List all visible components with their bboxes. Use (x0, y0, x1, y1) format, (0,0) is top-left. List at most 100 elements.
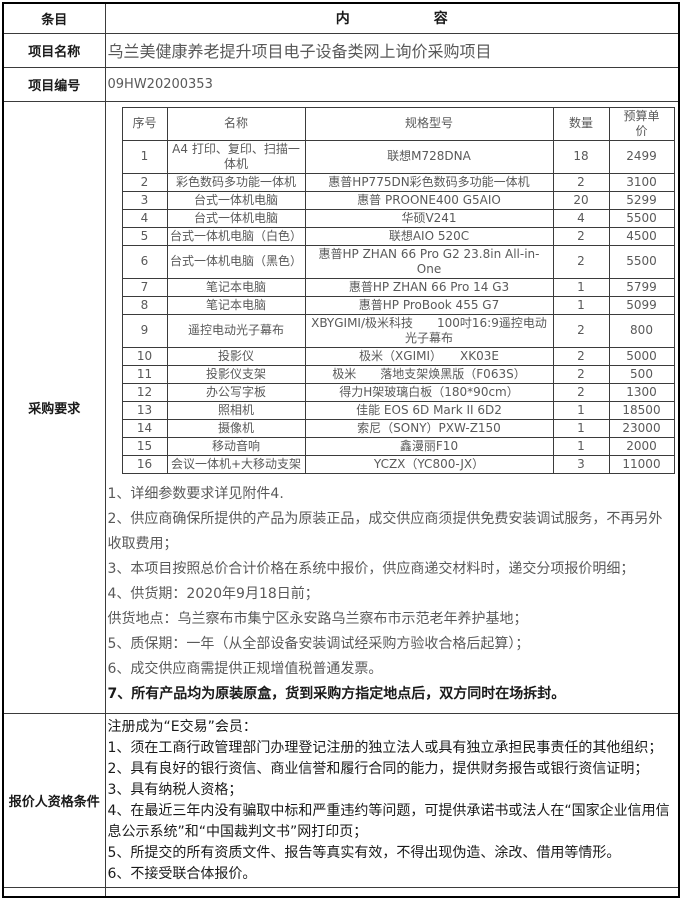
equipment-cell: 5000 (608, 346, 675, 366)
equipment-cell: 9 (121, 313, 168, 348)
equipment-cell: 1 (552, 400, 610, 420)
equipment-cell: 办公写字板 (166, 382, 306, 402)
equipment-row: 14 摄像机 索尼（SONY）PXW-Z150 1 23000 (121, 418, 675, 438)
project-code-row: 项目编号 09HW20200353 (2, 66, 680, 102)
procurement-note: 5、质保期：一年（从全部设备安装调试经采购方验收合格后起算）； (107, 635, 530, 652)
procurement-note: 7、所有产品均为原装原盒，货到采购方指定地点后，双方同时在场拆封。 (107, 685, 566, 702)
procurement-note: 6、成交供应商需提供正规增值税普通发票。 (107, 660, 383, 677)
qualification-lines: 注册成为“E交易”会员： 1、须在工商行政管理部门办理登记注册的独立法人或具有独立… (106, 714, 679, 887)
partial-bottom-row (2, 886, 680, 898)
equipment-cell: 4 (552, 208, 610, 228)
col-header-name: 名称 (166, 106, 306, 141)
equipment-row: 3 台式一体机电脑 惠普 PROONE400 G5AIO 20 5299 (121, 190, 675, 210)
equipment-cell: 11000 (608, 454, 675, 474)
qualification-line: 注册成为“E交易”会员： (107, 718, 257, 735)
equipment-cell: 得力H架玻璃白板（180*90cm） (304, 382, 554, 402)
col-header-index: 序号 (121, 106, 168, 141)
project-name-value: 乌兰美健康养老提升项目电子设备类网上询价采购项目 (104, 32, 680, 68)
col-header-price: 预算单价 (608, 106, 675, 141)
equipment-cell: 投影仪 (166, 346, 306, 366)
equipment-cell: 23000 (608, 418, 675, 438)
equipment-row: 6 台式一体机电脑（黑色） 惠普HP ZHAN 66 Pro G2 23.8in A… (121, 244, 675, 279)
equipment-cell: 3100 (608, 172, 675, 192)
equipment-cell: 移动音响 (166, 436, 306, 456)
info-table: 条目 内 容 项目名称 乌兰美健康养老提升项目电子设备类网上询价采购项目 项目编… (2, 2, 680, 898)
equipment-cell: 5500 (608, 244, 675, 279)
header-label-cell: 条目 (2, 2, 106, 34)
equipment-cell: 14 (121, 418, 168, 438)
procurement-note: 4、供货期：2020年9月18日前； (107, 585, 319, 602)
procurement-notes: 1、详细参数要求详见附件4. 2、供应商确保所提供的产品为原装正品，成交供应商须提… (106, 478, 679, 713)
equipment-cell: 联想AIO 520C (304, 226, 554, 246)
header-content-cell: 内 容 (104, 2, 680, 34)
equipment-cell: 彩色数码多功能一体机 (166, 172, 306, 192)
equipment-row: 10 投影仪 极米（XGIMI） XK03E 2 5000 (121, 346, 675, 366)
equipment-row: 11 投影仪支架 极米 落地支架焕黑版（F063S） 2 500 (121, 364, 675, 384)
equipment-cell: 惠普HP775DN彩色数码多功能一体机 (304, 172, 554, 192)
equipment-cell: 16 (121, 454, 168, 474)
project-name-row: 项目名称 乌兰美健康养老提升项目电子设备类网上询价采购项目 (2, 32, 680, 68)
equipment-table: 序号 名称 规格型号 数量 预算单价 1 A4 打印、复印、扫描一体机 联想M728… (121, 106, 675, 474)
equipment-cell: 1 (552, 436, 610, 456)
equipment-cell: 2 (552, 226, 610, 246)
procurement-content: 序号 名称 规格型号 数量 预算单价 1 A4 打印、复印、扫描一体机 联想M728… (104, 100, 680, 714)
equipment-cell: 照相机 (166, 400, 306, 420)
procurement-note: 2、供应商确保所提供的产品为原装正品，成交供应商须提供免费安装调试服务，不再另外… (107, 510, 663, 552)
equipment-cell: 500 (608, 364, 675, 384)
procurement-requirements-row: 采购要求 序号 名称 规格型号 数量 预算单价 (2, 100, 680, 714)
equipment-row: 8 笔记本电脑 惠普HP ProBook 455 G7 1 5099 (121, 295, 675, 315)
equipment-cell: 2 (552, 364, 610, 384)
qualification-line: 5、所提交的所有资质文件、报告等真实有效，不得出现伪造、涂改、借用等情形。 (107, 844, 621, 861)
equipment-cell: 10 (121, 346, 168, 366)
equipment-cell: 1 (552, 295, 610, 315)
equipment-cell: 极米（XGIMI） XK03E (304, 346, 554, 366)
col-header-price-text: 预算单价 (623, 108, 660, 138)
equipment-row: 4 台式一体机电脑 华硕V241 4 5500 (121, 208, 675, 228)
qualification-line: 6、不接受联合体报价。 (107, 865, 257, 882)
project-code-value: 09HW20200353 (104, 66, 680, 102)
equipment-cell: 12 (121, 382, 168, 402)
qualification-row: 报价人资格条件 注册成为“E交易”会员： 1、须在工商行政管理部门办理登记注册的独… (2, 712, 680, 888)
equipment-row: 15 移动音响 鑫漫丽F10 1 2000 (121, 436, 675, 456)
equipment-cell: 极米 落地支架焕黑版（F063S） (304, 364, 554, 384)
equipment-cell: 索尼（SONY）PXW-Z150 (304, 418, 554, 438)
project-code-label: 项目编号 (2, 66, 106, 102)
equipment-cell: YCZX（YC800-JX） (304, 454, 554, 474)
equipment-row: 13 照相机 佳能 EOS 6D Mark II 6D2 1 18500 (121, 400, 675, 420)
equipment-cell: 5 (121, 226, 168, 246)
equipment-cell: 华硕V241 (304, 208, 554, 228)
equipment-cell: 5299 (608, 190, 675, 210)
equipment-cell: 2 (552, 346, 610, 366)
equipment-cell: 遥控电动光子幕布 (166, 313, 306, 348)
equipment-cell: 2 (121, 172, 168, 192)
equipment-row: 7 笔记本电脑 惠普HP ZHAN 66 Pro 14 G3 1 5799 (121, 277, 675, 297)
equipment-cell: 惠普HP ZHAN 66 Pro 14 G3 (304, 277, 554, 297)
equipment-cell: 20 (552, 190, 610, 210)
equipment-cell: 1 (552, 277, 610, 297)
equipment-cell: 3 (552, 454, 610, 474)
equipment-cell: 800 (608, 313, 675, 348)
equipment-cell: 惠普HP ProBook 455 G7 (304, 295, 554, 315)
procurement-note: 供货地点：乌兰察布市集宁区永安路乌兰察布市示范老年养护基地； (107, 610, 528, 627)
equipment-cell: 18500 (608, 400, 675, 420)
equipment-cell: 台式一体机电脑 (166, 208, 306, 228)
procurement-label: 采购要求 (2, 100, 106, 714)
qualification-line: 2、具有良好的银行资信、商业信誉和履行合同的能力，提供财务报告或银行资信证明； (107, 760, 649, 777)
equipment-cell: 2 (552, 382, 610, 402)
equipment-cell: 投影仪支架 (166, 364, 306, 384)
equipment-cell: 4 (121, 208, 168, 228)
equipment-row: 9 遥控电动光子幕布 XBYGIMI/极米科技 100吋16:9遥控电动光子幕布 2 8… (121, 313, 675, 348)
header-row: 条目 内 容 (2, 2, 680, 34)
equipment-cell: 1 (121, 139, 168, 174)
procurement-note: 3、本项目按照总价合计价格在系统中报价，供应商递交材料时，递交分项报价明细； (107, 560, 635, 577)
equipment-cell: 惠普HP ZHAN 66 Pro G2 23.8in All-in-One (304, 244, 554, 279)
equipment-cell: 2 (552, 172, 610, 192)
equipment-cell: 鑫漫丽F10 (304, 436, 554, 456)
equipment-cell: A4 打印、复印、扫描一体机 (166, 139, 306, 174)
qualification-line: 3、具有纳税人资格； (107, 781, 243, 798)
equipment-cell: 台式一体机电脑 (166, 190, 306, 210)
equipment-cell: 3 (121, 190, 168, 210)
equipment-row: 12 办公写字板 得力H架玻璃白板（180*90cm） 2 1300 (121, 382, 675, 402)
qualification-label: 报价人资格条件 (2, 712, 106, 888)
